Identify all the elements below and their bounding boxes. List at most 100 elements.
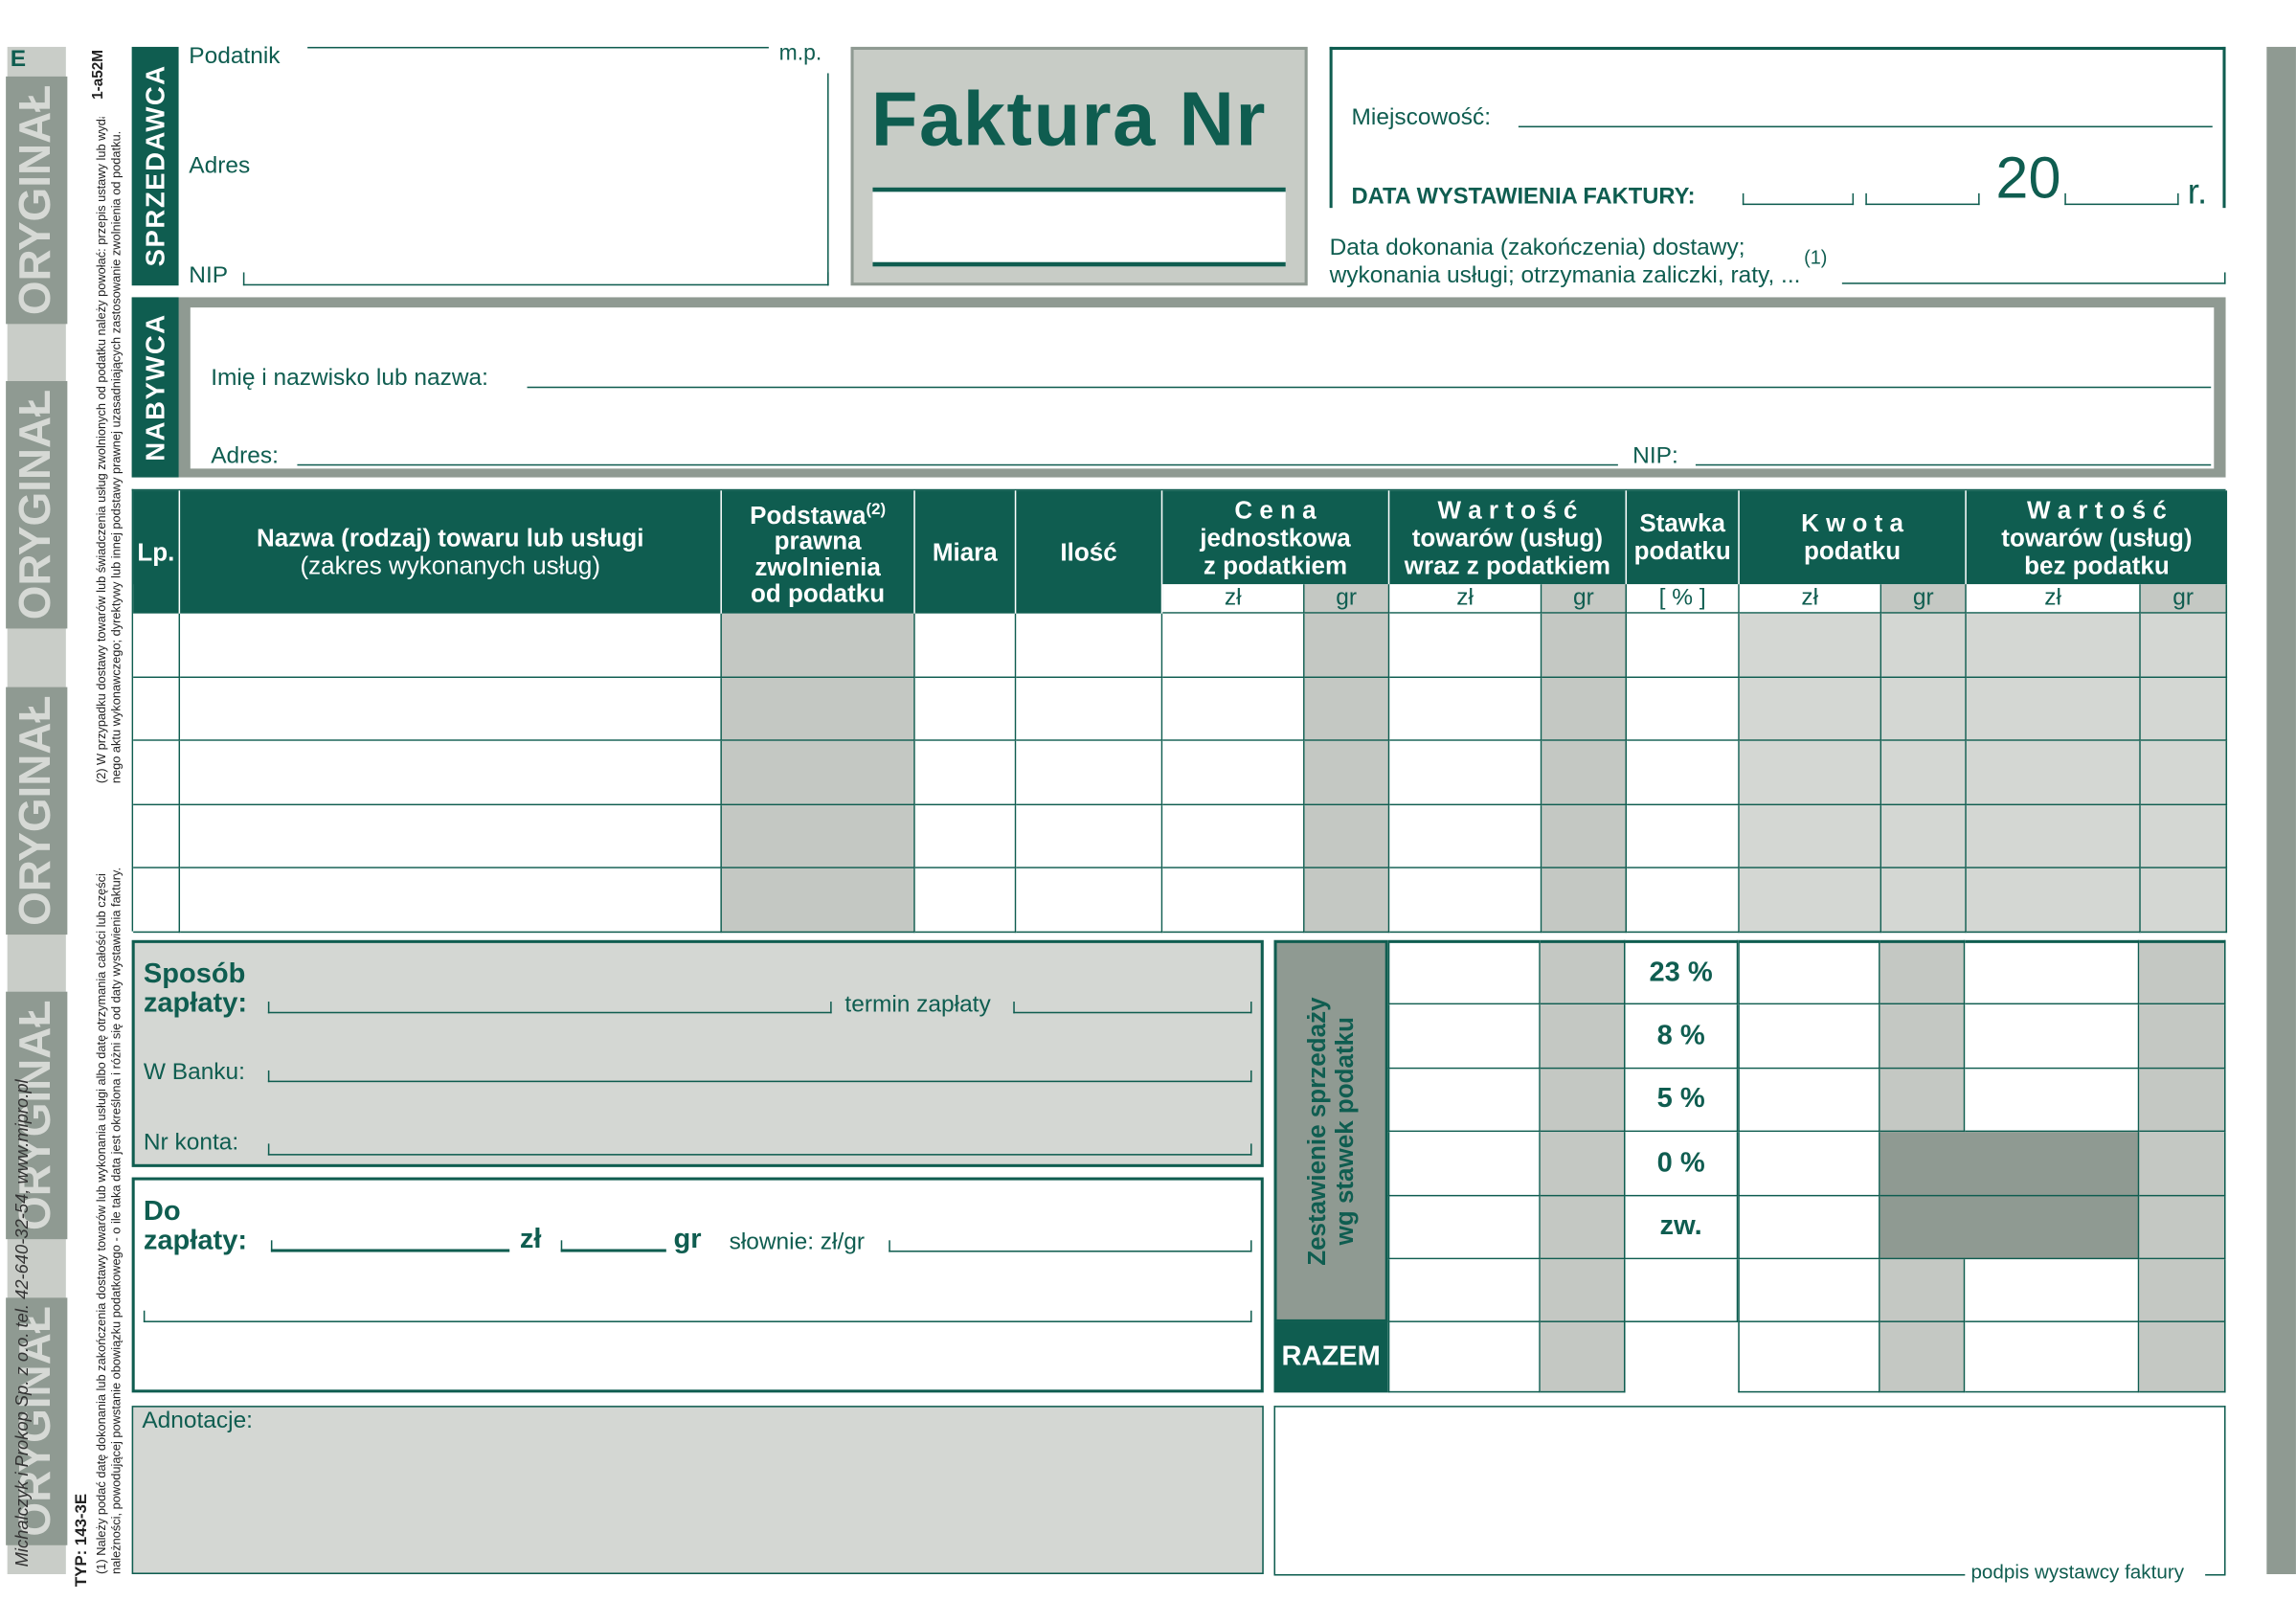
table-cell[interactable]: [1966, 613, 2141, 678]
miejscowosc-field[interactable]: [1518, 125, 2213, 128]
table-cell[interactable]: [2140, 741, 2228, 805]
summary-cell[interactable]: [1540, 1321, 1626, 1393]
table-cell[interactable]: [721, 804, 915, 869]
table-cell[interactable]: [1542, 613, 1628, 678]
summary-cell[interactable]: [1540, 1259, 1626, 1322]
summary-cell[interactable]: [1738, 1321, 1880, 1393]
table-cell[interactable]: [1739, 868, 1882, 934]
buyer-nip-field[interactable]: [1695, 463, 2212, 466]
table-cell[interactable]: [133, 677, 181, 742]
table-cell[interactable]: [133, 804, 181, 869]
table-cell[interactable]: [1881, 677, 1967, 742]
summary-cell[interactable]: [2139, 1259, 2226, 1322]
invoice-number-field[interactable]: [872, 187, 1286, 267]
summary-cell[interactable]: [1387, 1321, 1541, 1393]
table-cell[interactable]: [1304, 677, 1390, 742]
table-cell[interactable]: [133, 868, 181, 934]
table-cell[interactable]: [721, 868, 915, 934]
payment-due-field[interactable]: [1013, 1002, 1252, 1014]
table-cell[interactable]: [1389, 613, 1542, 678]
summary-cell[interactable]: [1880, 1321, 1966, 1393]
table-cell[interactable]: [1966, 741, 2141, 805]
table-cell[interactable]: [721, 677, 915, 742]
summary-cell[interactable]: [1387, 1196, 1541, 1260]
summary-cell[interactable]: [1738, 1259, 1880, 1322]
payment-method-field[interactable]: [267, 1002, 832, 1014]
table-cell[interactable]: [1881, 613, 1967, 678]
account-field[interactable]: [267, 1143, 1252, 1156]
table-cell[interactable]: [1304, 804, 1390, 869]
table-cell[interactable]: [914, 804, 1017, 869]
summary-cell[interactable]: [1387, 939, 1541, 1005]
table-cell[interactable]: [1739, 741, 1882, 805]
table-cell[interactable]: [1389, 741, 1542, 805]
in-words-field-2[interactable]: [143, 1310, 1252, 1322]
table-cell[interactable]: [1162, 677, 1305, 742]
issue-year-field[interactable]: [2064, 192, 2179, 206]
table-cell[interactable]: [133, 741, 181, 805]
amount-gr-field[interactable]: [560, 1240, 666, 1252]
table-cell[interactable]: [1542, 741, 1628, 805]
summary-cell[interactable]: [1540, 1069, 1626, 1133]
table-cell[interactable]: [1627, 613, 1740, 678]
summary-cell[interactable]: [1738, 1069, 1880, 1133]
summary-cell[interactable]: [1965, 1004, 2140, 1070]
summary-cell[interactable]: [1540, 1132, 1626, 1197]
summary-cell[interactable]: [1387, 1004, 1541, 1070]
table-cell[interactable]: [1389, 677, 1542, 742]
table-cell[interactable]: [1304, 613, 1390, 678]
table-cell[interactable]: [180, 741, 722, 805]
table-cell[interactable]: [1389, 804, 1542, 869]
table-cell[interactable]: [1016, 677, 1163, 742]
summary-cell[interactable]: [1965, 1321, 2140, 1393]
summary-cell[interactable]: [1387, 1259, 1541, 1322]
table-cell[interactable]: [1542, 868, 1628, 934]
table-cell[interactable]: [721, 613, 915, 678]
table-cell[interactable]: [721, 741, 915, 805]
table-cell[interactable]: [1739, 677, 1882, 742]
summary-cell[interactable]: [1738, 1196, 1880, 1260]
table-cell[interactable]: [1881, 741, 1967, 805]
table-cell[interactable]: [180, 804, 722, 869]
table-cell[interactable]: [1016, 868, 1163, 934]
summary-cell[interactable]: [1880, 1069, 1966, 1133]
table-cell[interactable]: [1542, 677, 1628, 742]
table-cell[interactable]: [914, 677, 1017, 742]
table-cell[interactable]: [914, 868, 1017, 934]
summary-cell[interactable]: [1880, 1259, 1966, 1322]
table-cell[interactable]: [1966, 868, 2141, 934]
table-cell[interactable]: [1881, 804, 1967, 869]
table-cell[interactable]: [1627, 804, 1740, 869]
table-cell[interactable]: [914, 613, 1017, 678]
table-cell[interactable]: [1162, 741, 1305, 805]
table-cell[interactable]: [1016, 613, 1163, 678]
summary-cell[interactable]: [2139, 1004, 2226, 1070]
summary-cell[interactable]: [2139, 939, 2226, 1005]
table-cell[interactable]: [1304, 741, 1390, 805]
buyer-name-field[interactable]: [527, 386, 2212, 389]
summary-cell[interactable]: [2139, 1196, 2226, 1260]
summary-cell[interactable]: [1387, 1132, 1541, 1197]
summary-cell[interactable]: [1738, 939, 1880, 1005]
table-cell[interactable]: [1162, 804, 1305, 869]
summary-cell[interactable]: [1880, 939, 1966, 1005]
table-cell[interactable]: [2140, 677, 2228, 742]
table-cell[interactable]: [2140, 868, 2228, 934]
table-cell[interactable]: [1881, 868, 1967, 934]
table-cell[interactable]: [1389, 868, 1542, 934]
seller-nip-field[interactable]: [242, 272, 829, 286]
bank-field[interactable]: [267, 1070, 1252, 1083]
table-cell[interactable]: [1739, 804, 1882, 869]
table-cell[interactable]: [1162, 613, 1305, 678]
summary-cell[interactable]: [1965, 1069, 2140, 1133]
summary-cell[interactable]: [2139, 1321, 2226, 1393]
summary-cell[interactable]: [1965, 939, 2140, 1005]
podatnik-field[interactable]: [307, 46, 769, 49]
signature-box[interactable]: [1273, 1406, 2226, 1574]
amount-zl-field[interactable]: [270, 1240, 510, 1252]
in-words-field[interactable]: [889, 1240, 1252, 1252]
delivery-date-field[interactable]: [1841, 272, 2226, 284]
summary-cell[interactable]: [2139, 1132, 2226, 1197]
table-cell[interactable]: [1966, 804, 2141, 869]
table-cell[interactable]: [1627, 741, 1740, 805]
